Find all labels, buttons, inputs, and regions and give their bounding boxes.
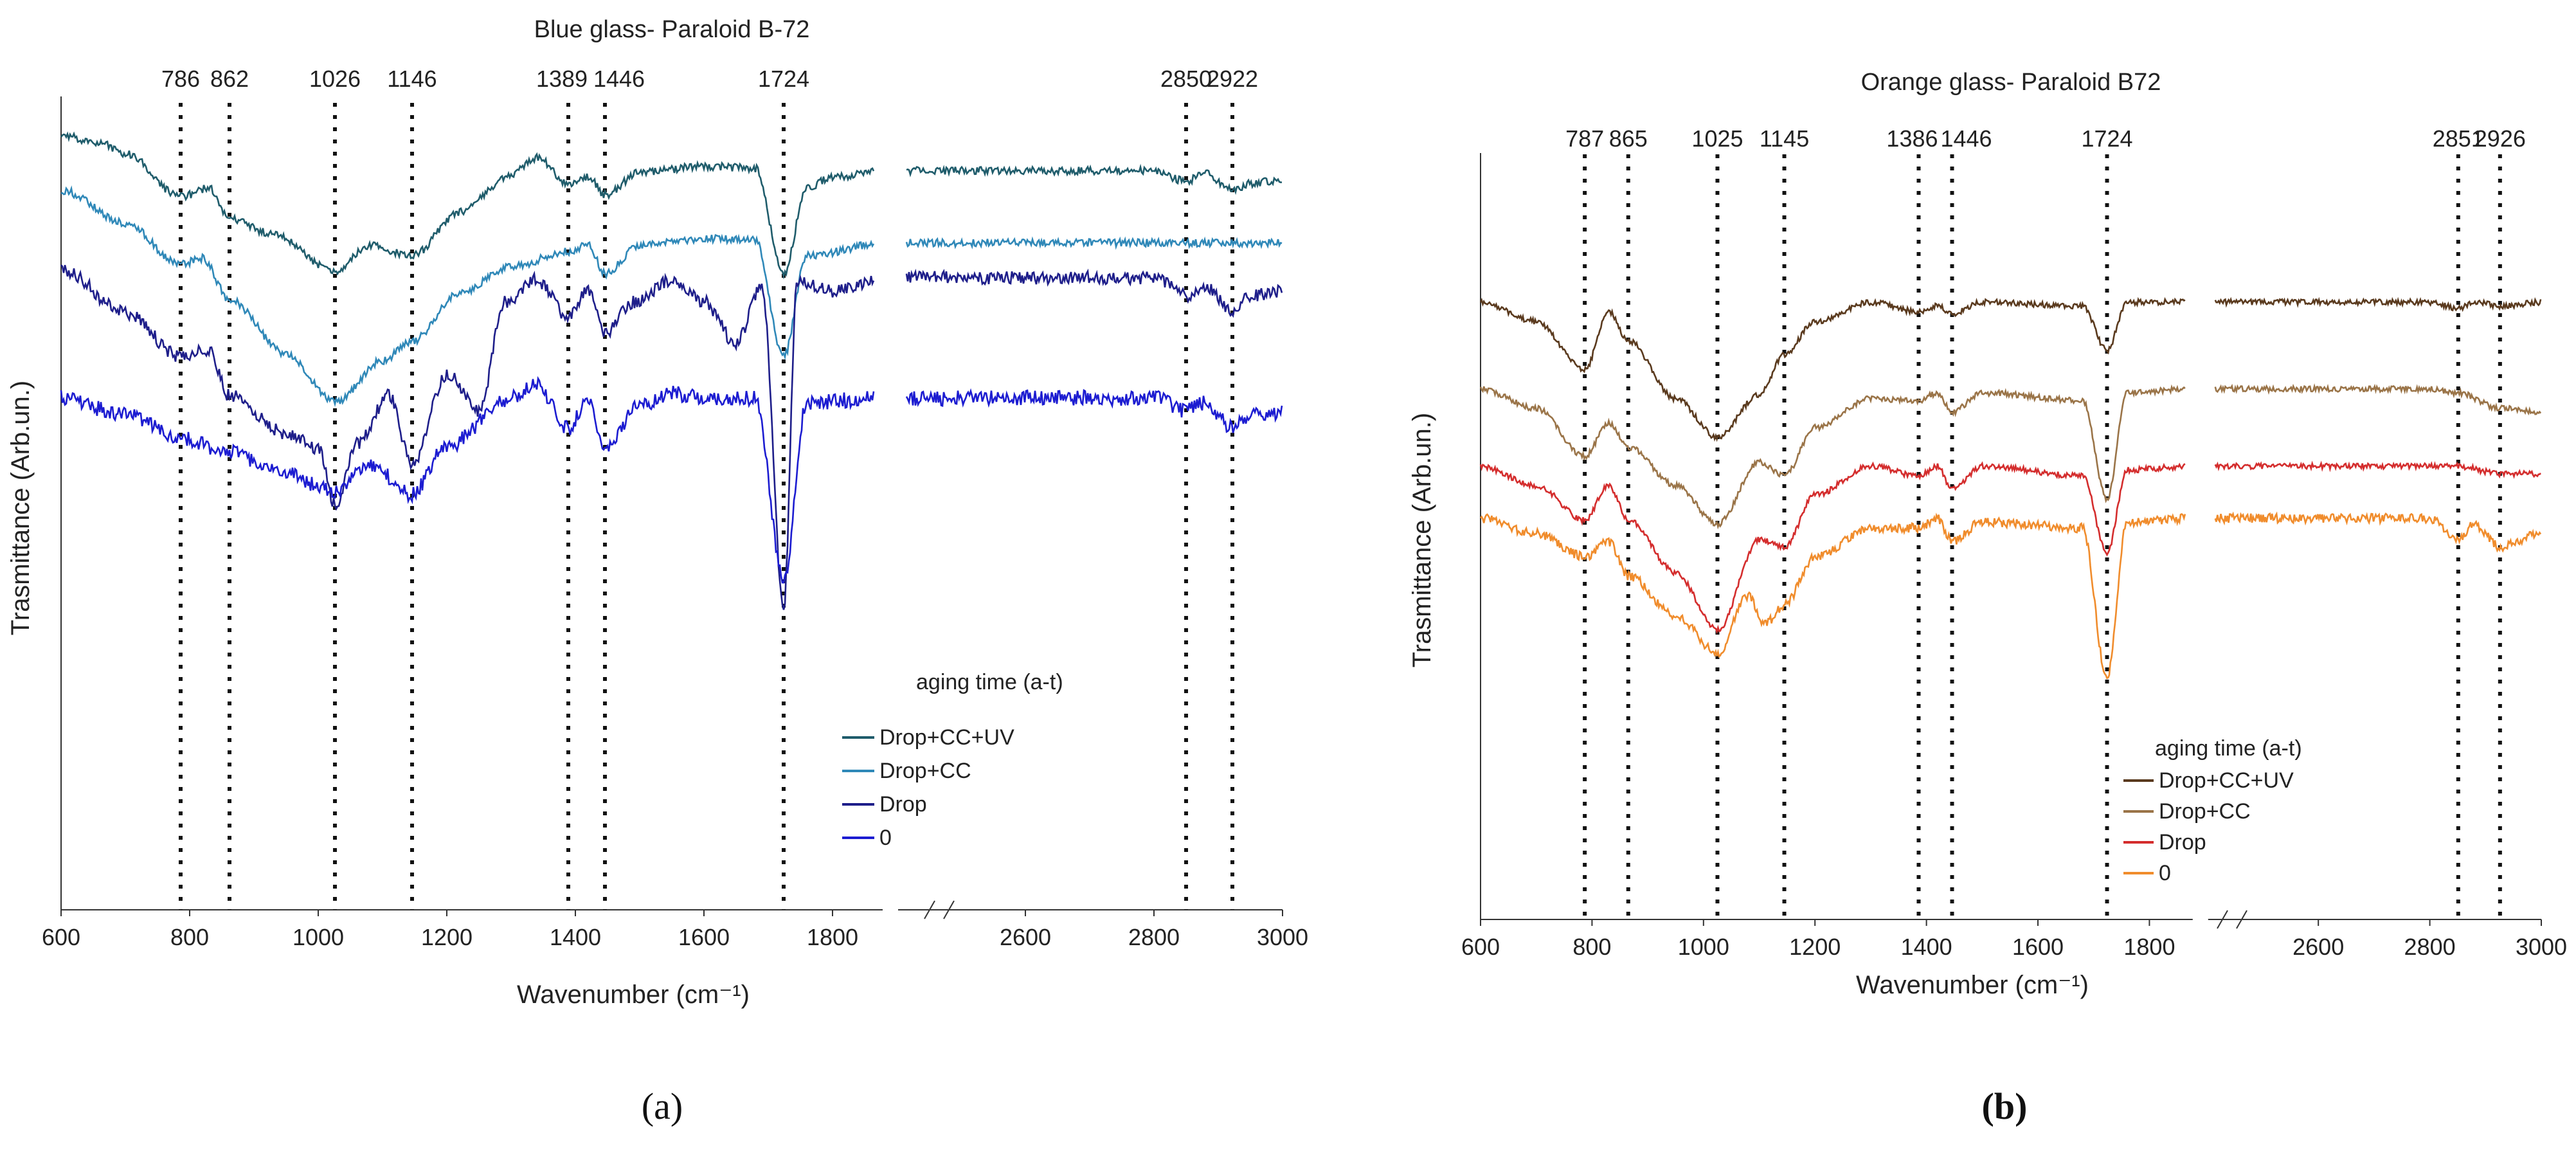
legend-title: aging time (a-t) xyxy=(916,670,1063,694)
axis-break-mark xyxy=(924,900,935,919)
x-tick-label: 1600 xyxy=(2012,934,2064,960)
chart-title: Orange glass- Paraloid B72 xyxy=(1861,69,2161,96)
series-line-drop xyxy=(2214,460,2541,479)
peak-label: 1724 xyxy=(758,66,809,92)
x-tick-label: 1400 xyxy=(1901,934,1952,960)
x-tick-label: 2800 xyxy=(2404,934,2456,960)
peak-label: 786 xyxy=(161,66,200,92)
x-tick-label: 2600 xyxy=(1000,924,1051,950)
peak-label: 1386 xyxy=(1886,125,1938,152)
x-tick-label: 1000 xyxy=(293,924,344,950)
x-tick-label: 600 xyxy=(42,924,80,950)
peak-label: 862 xyxy=(210,66,249,92)
series-line-drop xyxy=(905,268,1283,318)
legend-entry: Drop+CC xyxy=(879,759,971,783)
series-line-drop xyxy=(1479,461,2186,635)
legend-entry: Drop+CC xyxy=(2159,799,2251,824)
series-line-drop-cc xyxy=(1479,384,2186,530)
x-tick-label: 800 xyxy=(170,924,209,950)
peak-label: 2850 xyxy=(1160,66,1212,92)
series-line-0 xyxy=(60,375,875,584)
series-line-drop-cc-uv xyxy=(2214,296,2542,312)
peak-label: 1389 xyxy=(536,66,588,92)
series-line-0 xyxy=(905,388,1283,433)
chart-a-blue-glass: Blue glass- Paraloid B-72 600 800 1000 1200 1… xyxy=(6,16,1308,1127)
peak-label: 787 xyxy=(1565,125,1604,152)
x-tick-label: 600 xyxy=(1461,934,1500,960)
peak-label: 1146 xyxy=(387,66,437,92)
peak-label: 2922 xyxy=(1207,66,1258,92)
peak-label: 1025 xyxy=(1691,125,1743,152)
chart-title: Blue glass- Paraloid B-72 xyxy=(534,16,810,43)
legend-entry: 0 xyxy=(2159,861,2171,885)
legend-entry: Drop xyxy=(879,792,927,817)
panel-label: (b) xyxy=(1982,1085,2028,1127)
legend-entry: Drop+CC+UV xyxy=(2159,768,2294,793)
peak-label: 1446 xyxy=(593,66,645,92)
x-tick-label: 1400 xyxy=(550,924,601,950)
x-tick-label: 3000 xyxy=(2516,934,2567,960)
x-tick-label: 1800 xyxy=(2123,934,2175,960)
peak-label: 1145 xyxy=(1760,125,1809,152)
axis-break-mark xyxy=(2236,910,2247,929)
legend-title: aging time (a-t) xyxy=(2155,736,2302,761)
legend-entry: Drop xyxy=(2159,830,2206,855)
legend-entry: 0 xyxy=(879,826,892,850)
peak-label: 1446 xyxy=(1940,125,1992,152)
peak-label: 1724 xyxy=(2081,125,2132,152)
chart-b-orange-glass: Orange glass- Paraloid B72 600 800 1000 1200… xyxy=(1408,69,2567,1127)
series-line-drop-cc-uv xyxy=(60,131,875,280)
x-tick-label: 1600 xyxy=(678,924,730,950)
series-line-drop-cc-uv xyxy=(1479,296,2186,442)
axis-break-mark xyxy=(943,900,955,919)
series-line-drop-cc xyxy=(2214,383,2542,416)
series-line-0 xyxy=(1480,512,2186,680)
series-line-drop-cc xyxy=(905,236,1283,250)
series-line-drop-cc xyxy=(60,185,875,408)
x-tick-label: 1800 xyxy=(807,924,858,950)
axis-break-mark xyxy=(2217,910,2228,929)
peak-label: 2926 xyxy=(2474,125,2526,152)
peak-label: 2851 xyxy=(2433,125,2484,152)
x-axis-label: Wavenumber (cm⁻¹) xyxy=(517,981,750,1009)
panel-label: (a) xyxy=(642,1085,683,1127)
peak-label: 1026 xyxy=(309,66,361,92)
peak-label: 865 xyxy=(1609,125,1648,152)
x-tick-label: 1200 xyxy=(1789,934,1841,960)
y-axis-label: Trasmittance (Arb.un.) xyxy=(6,381,35,635)
x-tick-label: 800 xyxy=(1572,934,1611,960)
legend-entry: Drop+CC+UV xyxy=(879,725,1014,750)
x-tick-label: 1200 xyxy=(421,924,473,950)
y-axis-label: Trasmittance (Arb.un.) xyxy=(1408,413,1436,667)
series-line-0 xyxy=(2214,511,2542,553)
series-line-drop-cc-uv xyxy=(906,163,1283,195)
x-tick-label: 2600 xyxy=(2292,934,2344,960)
x-tick-label: 3000 xyxy=(1257,924,1308,950)
series-line-drop xyxy=(60,264,875,610)
x-axis-label: Wavenumber (cm⁻¹) xyxy=(1856,971,2089,999)
x-tick-label: 2800 xyxy=(1128,924,1180,950)
x-tick-label: 1000 xyxy=(1678,934,1729,960)
